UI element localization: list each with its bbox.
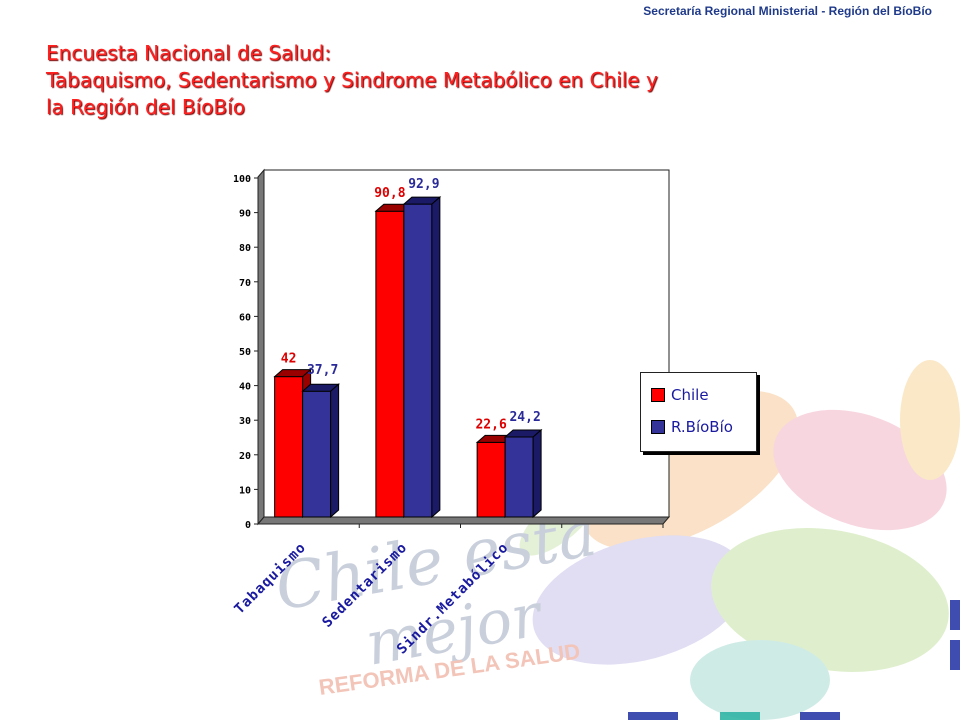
y-tick-label: 50 bbox=[239, 347, 251, 358]
y-tick-label: 80 bbox=[239, 243, 251, 254]
legend-item-chile: Chile bbox=[651, 386, 709, 404]
data-label: 42 bbox=[281, 352, 297, 367]
y-tick-label: 90 bbox=[239, 209, 251, 220]
y-tick-label: 60 bbox=[239, 312, 251, 323]
bar-rbobo-0 bbox=[302, 390, 332, 518]
x-axis-floor bbox=[256, 516, 671, 525]
bar-side-face bbox=[431, 195, 441, 519]
title-line-2: Tabaquismo, Sedentarismo y Sindrome Meta… bbox=[46, 68, 658, 92]
bar-chile-2 bbox=[476, 441, 506, 518]
data-label: 90,8 bbox=[374, 186, 405, 201]
chart-legend: Chile R.BíoBío bbox=[640, 372, 757, 452]
x-category-label: Tabaquismo bbox=[231, 540, 309, 618]
data-label: 92,9 bbox=[408, 177, 439, 192]
bar-chile-0 bbox=[274, 376, 304, 518]
legend-label-chile: Chile bbox=[671, 386, 709, 404]
bar-rbobo-2 bbox=[504, 436, 534, 518]
data-label: 37,7 bbox=[307, 363, 338, 378]
legend-label-biobio: R.BíoBío bbox=[671, 418, 733, 436]
y-axis-wall bbox=[257, 168, 265, 526]
y-tick-label: 70 bbox=[239, 278, 251, 289]
bar-side-face bbox=[532, 428, 542, 519]
page-title: Encuesta Nacional de Salud: Tabaquismo, … bbox=[46, 40, 806, 121]
y-tick-label: 0 bbox=[245, 520, 251, 531]
y-tick-label: 40 bbox=[239, 382, 251, 393]
y-tick-label: 100 bbox=[233, 174, 251, 185]
title-line-3: la Región del BíoBío bbox=[46, 95, 245, 119]
legend-item-biobio: R.BíoBío bbox=[651, 418, 733, 436]
y-tick-label: 20 bbox=[239, 451, 251, 462]
x-category-label: Sedentarismo bbox=[319, 540, 410, 631]
legend-swatch-chile bbox=[651, 388, 665, 402]
x-category-label: Sindr.Metabólico bbox=[394, 540, 512, 658]
y-tick-label: 10 bbox=[239, 485, 251, 496]
legend-swatch-biobio bbox=[651, 420, 665, 434]
y-tick-label: 30 bbox=[239, 416, 251, 427]
bar-rbobo-1 bbox=[403, 203, 433, 518]
data-label: 24,2 bbox=[509, 410, 540, 425]
title-line-1: Encuesta Nacional de Salud: bbox=[46, 41, 331, 65]
data-label: 22,6 bbox=[475, 417, 506, 432]
header-organization: Secretaría Regional Ministerial - Región… bbox=[643, 4, 932, 18]
bar-chile-1 bbox=[375, 210, 405, 518]
bar-side-face bbox=[330, 383, 340, 519]
